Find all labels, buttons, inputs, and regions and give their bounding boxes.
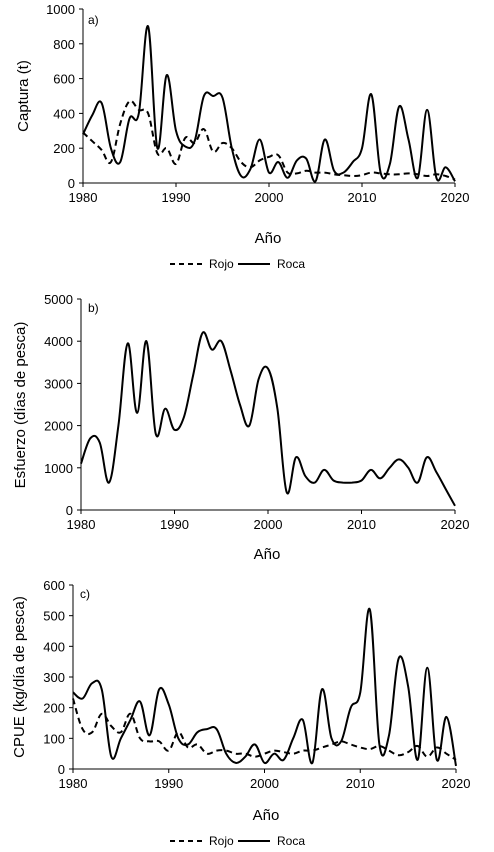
panel-c-legend: Rojo Roca [170, 834, 305, 848]
panel-a-y-tick-label: 400 [53, 106, 75, 121]
panel-a-chart: a) Año Captura (t) Rojo Roca 1980 1990 200… [15, 2, 469, 271]
panel-c-y-tick-label: 100 [43, 731, 65, 746]
panel-b-y-tick-label: 0 [66, 503, 73, 518]
panel-b-series-line-esfuerzo [80, 331, 456, 507]
panel-a-series-line-rojo [82, 99, 456, 181]
panel-c-series-line-rojo [72, 698, 457, 761]
panel-c-x-tick-label: 2010 [346, 776, 375, 791]
panel-c-chart: c) Año CPUE (kg/día de pesca) Rojo Roca … [11, 578, 470, 848]
panel-a-y-tick-label: 800 [53, 37, 75, 52]
panel-c-x-tick-label: 2020 [442, 776, 471, 791]
panel-c-y-axis-label: CPUE (kg/día de pesca) [11, 596, 28, 758]
legend-a-rojo-label: Rojo [209, 257, 234, 271]
panel-b-chart: b) Año Esfuerzo (días de pesca) 1980 1990… [12, 292, 469, 563]
panel-c-y-tick-label: 400 [43, 639, 65, 654]
panel-c-y-tick-label: 300 [43, 670, 65, 685]
panel-c-series-line-roca [72, 607, 457, 767]
panel-c-x-tick-label: 1990 [154, 776, 183, 791]
legend-a-roca-label: Roca [277, 257, 305, 271]
panel-a-x-tick-label: 2020 [441, 190, 470, 205]
panel-b-y-tick-label: 4000 [44, 334, 73, 349]
panel-c-y-tick-label: 500 [43, 609, 65, 624]
panel-b-x-tick-label: 1990 [160, 517, 189, 532]
panel-b-y-tick-label: 1000 [44, 461, 73, 476]
panel-a-legend: Rojo Roca [170, 257, 305, 271]
panel-c-y-tick-label: 600 [43, 578, 65, 593]
panel-b-x-tick-label: 1980 [67, 517, 96, 532]
panel-c-x-tick-label: 2000 [250, 776, 279, 791]
panel-a-x-tick-label: 1990 [162, 190, 191, 205]
panel-a-x-axis-label: Año [255, 230, 282, 247]
panel-b-y-tick-label: 5000 [44, 292, 73, 307]
panel-a-series-line-roca [82, 25, 456, 183]
legend-c-rojo-label: Rojo [209, 834, 234, 848]
panel-a-y-tick-label: 600 [53, 72, 75, 87]
panel-a-x-tick-label: 2010 [348, 190, 377, 205]
panel-a-x-tick-label: 1980 [69, 190, 98, 205]
panel-c-x-axis-label: Año [253, 807, 280, 824]
panel-c-label: c) [80, 587, 90, 601]
panel-b-y-tick-label: 2000 [44, 419, 73, 434]
panel-b-x-tick-label: 2010 [347, 517, 376, 532]
panel-b-x-axis-label: Año [254, 546, 281, 563]
legend-c-roca-label: Roca [277, 834, 305, 848]
panel-c-x-tick-label: 1980 [59, 776, 88, 791]
panel-a-x-tick-label: 2000 [255, 190, 284, 205]
panel-c-y-tick-label: 0 [58, 762, 65, 777]
panel-b-y-axis-label: Esfuerzo (días de pesca) [12, 322, 29, 489]
panel-b-y-tick-label: 3000 [44, 376, 73, 391]
panel-a-y-tick-label: 200 [53, 141, 75, 156]
panel-a-y-tick-label: 0 [68, 176, 75, 191]
panel-b-x-tick-label: 2020 [441, 517, 470, 532]
panel-a-y-axis-label: Captura (t) [15, 60, 32, 132]
panel-b-x-tick-label: 2000 [254, 517, 283, 532]
panel-a-y-tick-label: 1000 [46, 2, 75, 17]
panel-a-label: a) [88, 13, 99, 27]
panel-b-label: b) [88, 301, 99, 315]
panel-c-y-tick-label: 200 [43, 701, 65, 716]
